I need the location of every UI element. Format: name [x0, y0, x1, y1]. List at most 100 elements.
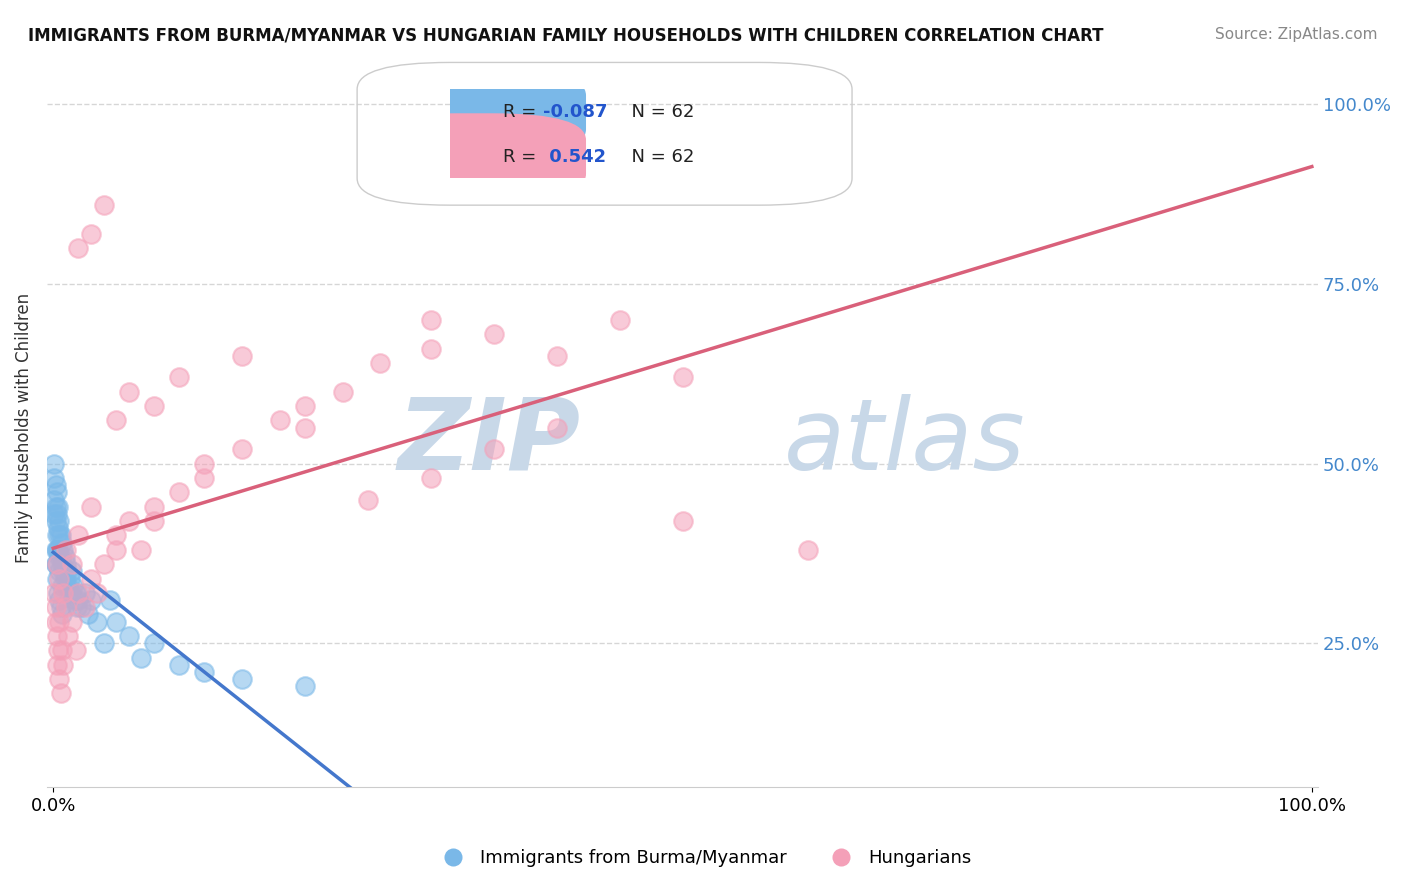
Point — [46, 657, 69, 672]
Point — [231, 672, 253, 686]
Text: IMMIGRANTS FROM BURMA/MYANMAR VS HUNGARIAN FAMILY HOUSEHOLDS WITH CHILDREN CORRE: IMMIGRANTS FROM BURMA/MYANMAR VS HUNGARI… — [28, 27, 1104, 45]
Point — [51, 643, 73, 657]
Point — [51, 535, 73, 549]
Point — [357, 492, 380, 507]
Point — [193, 457, 215, 471]
Point — [105, 615, 128, 629]
Point — [44, 471, 66, 485]
Point — [797, 542, 820, 557]
Text: 0.542: 0.542 — [543, 148, 606, 166]
Point — [46, 521, 69, 535]
Point — [48, 549, 70, 564]
Point — [58, 572, 80, 586]
Point — [66, 600, 89, 615]
Point — [60, 565, 83, 579]
Point — [48, 593, 70, 607]
Point — [46, 586, 69, 600]
Text: N = 62: N = 62 — [620, 148, 695, 166]
Point — [56, 565, 79, 579]
Point — [58, 579, 80, 593]
Point — [48, 565, 70, 579]
Point — [58, 629, 80, 643]
Point — [70, 600, 93, 615]
Point — [67, 586, 90, 600]
Point — [73, 600, 96, 615]
Point — [45, 514, 67, 528]
Point — [52, 657, 75, 672]
Point — [48, 615, 70, 629]
Point — [269, 413, 291, 427]
Point — [546, 349, 568, 363]
Point — [67, 528, 90, 542]
Point — [53, 572, 76, 586]
Point — [63, 593, 86, 607]
Point — [93, 198, 115, 212]
Point — [93, 636, 115, 650]
Point — [46, 572, 69, 586]
Point — [482, 442, 505, 457]
Point — [46, 507, 69, 521]
Point — [45, 557, 67, 571]
Point — [51, 557, 73, 571]
Point — [51, 579, 73, 593]
Point — [86, 586, 108, 600]
Point — [105, 542, 128, 557]
Point — [129, 542, 152, 557]
Point — [60, 557, 83, 571]
Point — [48, 528, 70, 542]
Point — [65, 586, 87, 600]
Point — [60, 615, 83, 629]
Point — [73, 586, 96, 600]
Text: atlas: atlas — [785, 393, 1026, 491]
Point — [167, 657, 190, 672]
Point — [48, 572, 70, 586]
Y-axis label: Family Households with Children: Family Households with Children — [15, 293, 32, 563]
Point — [46, 542, 69, 557]
Point — [55, 579, 77, 593]
Point — [45, 557, 67, 571]
Point — [80, 593, 103, 607]
Point — [49, 549, 72, 564]
Point — [55, 557, 77, 571]
Point — [142, 514, 165, 528]
Point — [167, 485, 190, 500]
Point — [52, 586, 75, 600]
Point — [67, 241, 90, 255]
Point — [51, 607, 73, 622]
Point — [118, 384, 141, 399]
Point — [52, 565, 75, 579]
Point — [80, 500, 103, 514]
Point — [671, 514, 693, 528]
Text: Source: ZipAtlas.com: Source: ZipAtlas.com — [1215, 27, 1378, 42]
Point — [231, 442, 253, 457]
Point — [142, 636, 165, 650]
Point — [62, 579, 84, 593]
Point — [332, 384, 354, 399]
Point — [105, 528, 128, 542]
Point — [65, 643, 87, 657]
Point — [55, 542, 77, 557]
Point — [118, 514, 141, 528]
Point — [231, 349, 253, 363]
Point — [48, 514, 70, 528]
Text: R =: R = — [502, 103, 541, 121]
Point — [52, 542, 75, 557]
Point — [419, 313, 441, 327]
Point — [118, 629, 141, 643]
Point — [67, 593, 90, 607]
Point — [53, 549, 76, 564]
Point — [45, 615, 67, 629]
Point — [46, 557, 69, 571]
Point — [46, 643, 69, 657]
Point — [294, 399, 316, 413]
Point — [142, 399, 165, 413]
Text: ZIP: ZIP — [398, 393, 581, 491]
Point — [46, 542, 69, 557]
Point — [45, 500, 67, 514]
Legend: Immigrants from Burma/Myanmar, Hungarians: Immigrants from Burma/Myanmar, Hungarian… — [427, 842, 979, 874]
Point — [98, 593, 121, 607]
Point — [49, 528, 72, 542]
Point — [482, 327, 505, 342]
Point — [80, 572, 103, 586]
Point — [46, 629, 69, 643]
